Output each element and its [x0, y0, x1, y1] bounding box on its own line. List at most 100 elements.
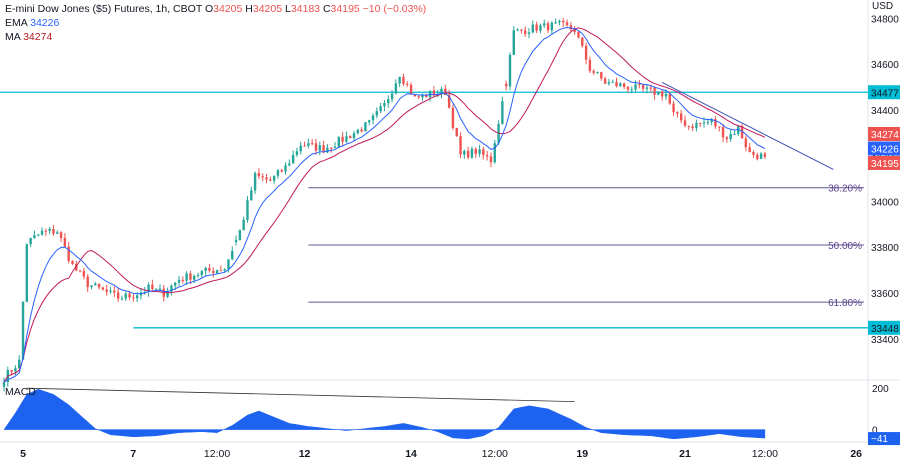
- candle-body: [284, 165, 287, 172]
- candle: [71, 260, 74, 266]
- candle-body: [368, 120, 371, 123]
- candle-body: [455, 127, 458, 137]
- candle: [105, 284, 108, 296]
- ema-value: 34226: [30, 17, 60, 29]
- ema-row[interactable]: EMA 34226: [5, 16, 426, 30]
- candle: [641, 84, 645, 93]
- candle-body: [641, 84, 645, 89]
- macd-histogram-area: [3, 388, 766, 440]
- macd-divergence-line: [26, 387, 575, 403]
- candle-body: [97, 283, 101, 288]
- time-tick-label: 12:00: [482, 448, 508, 460]
- candle-body: [539, 25, 542, 31]
- candle-body: [18, 359, 21, 369]
- candle-body: [672, 103, 675, 113]
- candle-body: [470, 148, 474, 158]
- candle: [276, 169, 280, 179]
- candle-body: [390, 93, 394, 100]
- candle: [151, 279, 154, 291]
- candle: [607, 78, 611, 86]
- candle: [406, 81, 409, 87]
- candle-body: [413, 94, 417, 97]
- change-value: −10 (−0.03%): [362, 3, 427, 15]
- candle: [455, 127, 458, 137]
- candle: [368, 119, 371, 126]
- candle-body: [695, 122, 698, 129]
- candle: [231, 246, 234, 261]
- candle-body: [638, 84, 641, 86]
- candle-body: [151, 284, 154, 290]
- candle-body: [379, 106, 382, 112]
- candle-body: [421, 94, 424, 98]
- candle: [474, 147, 477, 159]
- low-value: 34183: [290, 3, 321, 15]
- candle-body: [101, 287, 105, 290]
- candle-body: [463, 150, 466, 155]
- candle: [535, 21, 538, 33]
- candle: [687, 125, 690, 131]
- candle: [147, 282, 150, 297]
- candle-body: [493, 143, 496, 163]
- candle: [299, 141, 302, 155]
- candle: [660, 89, 664, 101]
- candle: [645, 83, 649, 94]
- candle: [409, 82, 413, 96]
- candle: [379, 102, 382, 114]
- candle-body: [501, 101, 504, 124]
- candle-body: [333, 146, 337, 148]
- candle: [600, 71, 603, 81]
- candle-body: [360, 129, 363, 132]
- candle: [588, 56, 592, 73]
- candle: [721, 123, 725, 143]
- candle-body: [588, 59, 592, 71]
- candle-body: [683, 120, 687, 126]
- candle: [101, 286, 105, 291]
- candle: [59, 231, 63, 243]
- candle-body: [691, 126, 694, 129]
- candle: [314, 138, 318, 155]
- ma-row[interactable]: MA 34274: [5, 30, 426, 44]
- candle-body: [387, 99, 390, 104]
- candle-body: [447, 94, 451, 108]
- candle: [562, 18, 565, 28]
- candle: [638, 79, 641, 89]
- candle: [280, 168, 283, 173]
- candle: [725, 135, 729, 143]
- candle: [269, 176, 272, 182]
- candle-body: [466, 150, 470, 158]
- candle-body: [516, 29, 519, 31]
- candle: [459, 132, 462, 159]
- candle: [718, 126, 721, 132]
- candle: [679, 110, 683, 124]
- candle: [234, 235, 238, 246]
- candle-body: [600, 72, 603, 79]
- candle: [577, 31, 580, 39]
- candle: [128, 291, 131, 301]
- candle-body: [619, 83, 622, 87]
- candle: [181, 276, 185, 284]
- candle: [375, 107, 379, 119]
- candle: [120, 295, 124, 301]
- candle: [253, 171, 257, 194]
- macd-label[interactable]: MACD: [5, 386, 36, 398]
- candle-body: [181, 279, 185, 281]
- candle: [219, 265, 223, 272]
- candle-body: [737, 126, 740, 134]
- candle-body: [535, 24, 538, 31]
- candle-body: [543, 23, 546, 26]
- candle-body: [577, 31, 580, 38]
- price-tick-label: 33800: [871, 243, 899, 254]
- candle: [257, 168, 261, 179]
- macd-value-label: −41: [871, 434, 888, 445]
- candle: [44, 228, 48, 236]
- candle-body: [451, 107, 455, 128]
- candle: [493, 139, 496, 164]
- candle-body: [531, 24, 535, 33]
- candle: [520, 29, 523, 34]
- ma-line: [3, 27, 766, 383]
- candle-body: [238, 230, 242, 241]
- candle: [531, 20, 535, 34]
- candle-body: [307, 143, 310, 146]
- candle-body: [63, 237, 67, 247]
